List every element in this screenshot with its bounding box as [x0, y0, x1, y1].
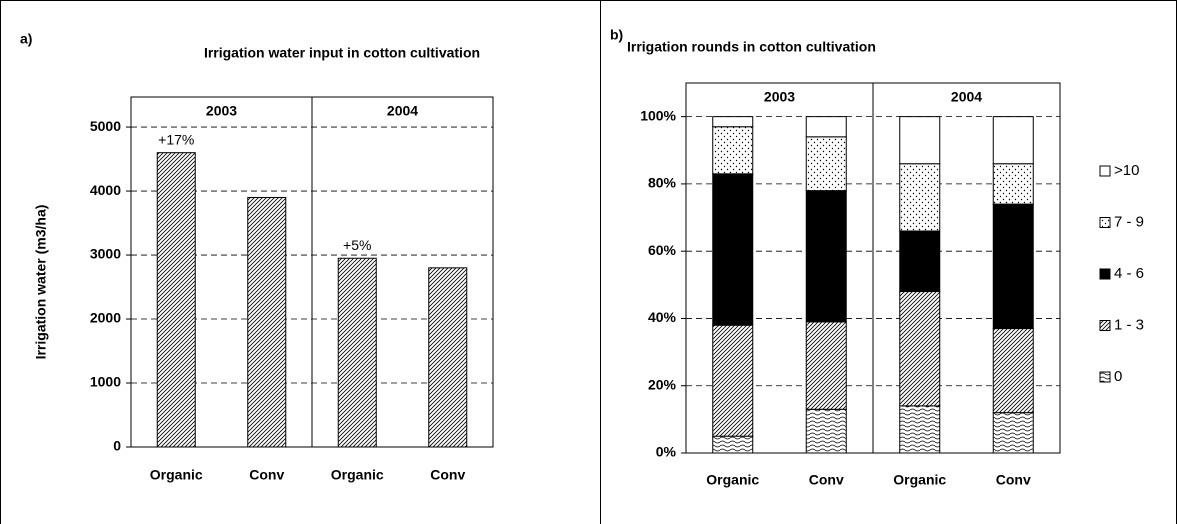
bar: [156, 152, 196, 448]
x-tick-label: Organic: [331, 467, 384, 483]
group-label: 2003: [764, 89, 795, 105]
y-tick-label: 0%: [656, 444, 677, 460]
bar-segment: [712, 126, 754, 175]
y-tick-label: 80%: [648, 175, 677, 191]
legend-swatch: [1099, 217, 1111, 228]
y-tick-label: 2000: [90, 310, 121, 326]
bar-segment: [992, 163, 1034, 205]
x-tick-label: Conv: [809, 472, 844, 488]
bar-segment: [712, 173, 754, 326]
y-tick-label: 40%: [648, 309, 677, 325]
bar: [247, 196, 287, 448]
x-tick-label: Organic: [893, 472, 946, 488]
y-tick-label: 1000: [90, 374, 121, 390]
panel-label: b): [610, 27, 623, 43]
bar: [428, 267, 468, 448]
bar-segment: [805, 190, 847, 323]
bar-segment: [992, 203, 1034, 330]
x-tick-label: Conv: [430, 467, 465, 483]
bar-segment: [899, 230, 941, 293]
bar-segment: [899, 291, 941, 407]
y-tick-label: 20%: [648, 376, 677, 392]
group-label: 2004: [951, 89, 982, 105]
annotation: +5%: [343, 237, 371, 253]
x-tick-label: Conv: [249, 467, 284, 483]
group-label: 2004: [387, 103, 418, 119]
group-label: 2003: [206, 103, 237, 119]
chart-title: Irrigation water input in cotton cultiva…: [204, 45, 480, 61]
legend-label: 0: [1114, 368, 1122, 385]
legend-swatch: [1099, 371, 1111, 383]
panel-label: a): [20, 31, 32, 47]
x-tick-label: Conv: [996, 472, 1031, 488]
bar-segment: [899, 163, 941, 232]
bar-segment: [899, 405, 941, 454]
chart-title: Irrigation rounds in cotton cultivation: [627, 39, 876, 55]
legend-swatch: [1099, 320, 1111, 331]
bar-segment: [992, 116, 1034, 165]
bar-segment: [805, 321, 847, 410]
plot-frame: [130, 96, 494, 448]
bar-segment: [712, 116, 754, 128]
legend-label: >10: [1114, 162, 1139, 179]
legend-swatch: [1099, 165, 1111, 177]
y-axis-label: Irrigation water (m3/ha): [33, 205, 49, 360]
y-tick-label: 3000: [90, 246, 121, 262]
x-tick-label: Organic: [706, 472, 759, 488]
bar-segment: [712, 324, 754, 437]
y-tick-label: 0: [113, 438, 121, 454]
y-tick-label: 60%: [648, 242, 677, 258]
legend-label: 7 - 9: [1114, 213, 1144, 230]
legend-swatch: [1099, 268, 1111, 280]
annotation: +17%: [158, 131, 194, 147]
y-tick-label: 100%: [640, 107, 676, 123]
x-tick-label: Organic: [150, 467, 203, 483]
bar-segment: [992, 412, 1034, 454]
y-tick-label: 5000: [90, 118, 121, 134]
legend-label: 4 - 6: [1114, 265, 1144, 282]
bar-segment: [899, 116, 941, 165]
bar-segment: [805, 136, 847, 192]
bar: [337, 257, 377, 448]
bar-segment: [992, 328, 1034, 414]
y-tick-label: 4000: [90, 182, 121, 198]
bar-segment: [805, 408, 847, 454]
bar-segment: [805, 116, 847, 138]
plot-frame: [685, 82, 1061, 454]
legend-label: 1 - 3: [1114, 316, 1144, 333]
bar-segment: [712, 435, 754, 454]
